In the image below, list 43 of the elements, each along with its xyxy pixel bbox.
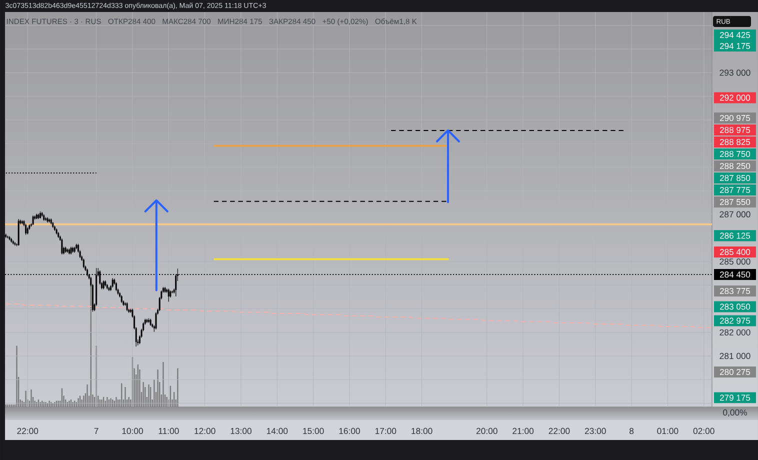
x-tick-label: 15:00 — [303, 428, 324, 434]
text: 287 850 — [720, 174, 750, 182]
text: 282 975 — [720, 318, 750, 324]
text: 280 275 — [720, 368, 750, 376]
text: 290 975 — [720, 114, 750, 122]
x-tick-label: 23:00 — [584, 428, 606, 434]
x-tick-label: 10:00 — [122, 428, 143, 434]
text: 288 975 — [720, 126, 750, 134]
text: 279 175 — [720, 394, 750, 401]
text: 288 250 — [720, 162, 750, 170]
text: 285 400 — [720, 248, 750, 256]
y-tick-label: 281 000 — [720, 352, 750, 360]
y-tick-label: 282 000 — [720, 329, 750, 336]
text: 286 125 — [720, 232, 750, 239]
text: 287 775 — [720, 186, 750, 194]
text: 287 550 — [720, 198, 750, 206]
y-tick-label: 293 000 — [720, 70, 750, 76]
text: 0,00% — [723, 409, 747, 417]
x-tick-label: 16:00 — [339, 428, 360, 434]
y-tick-label: 287 000 — [720, 211, 750, 218]
x-tick-label: 21:00 — [512, 428, 534, 434]
text: 288 750 — [720, 150, 750, 158]
text: 288 825 — [720, 138, 750, 146]
x-tick-label: 8 — [630, 428, 634, 434]
x-tick-label: 02:00 — [693, 428, 714, 434]
x-tick-label: 14:00 — [266, 428, 288, 434]
x-tick-label: 11:00 — [158, 428, 179, 434]
x-tick-label: 20:00 — [476, 428, 498, 434]
x-tick-label: 17:00 — [375, 428, 396, 434]
ref-line-label: 284 450 — [720, 272, 750, 278]
x-tick-label: 12:00 — [194, 428, 216, 434]
x-tick-label: 18:00 — [412, 428, 432, 434]
x-tick-label: 13:00 — [230, 428, 252, 434]
x-tick-label: 22:00 — [17, 428, 38, 434]
text: 294 425 — [720, 32, 750, 38]
y-tick-label: 285 000 — [720, 258, 750, 265]
text: 292 000 — [720, 94, 750, 101]
x-tick-label: 22:00 — [548, 428, 570, 434]
text: 294 175 — [720, 42, 750, 50]
x-tick-label: 7 — [94, 428, 98, 434]
x-tick-label: 01:00 — [657, 428, 678, 434]
text: 283 775 — [720, 288, 750, 294]
text: 283 050 — [720, 304, 750, 310]
